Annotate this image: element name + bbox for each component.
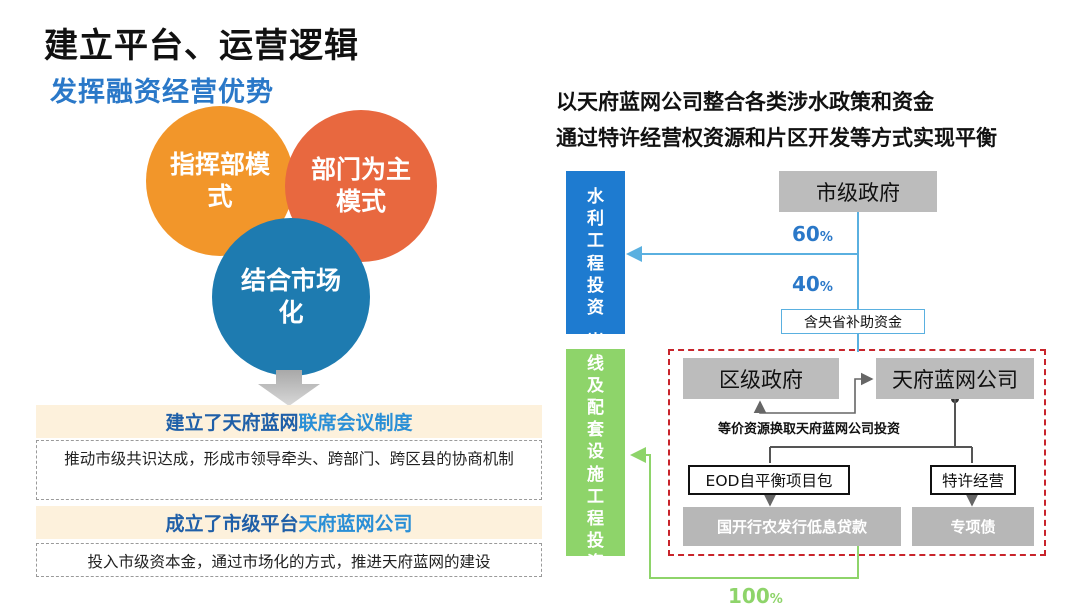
water-investment-label: 水利工程投资: [587, 187, 604, 318]
page-subtitle: 发挥融资经营优势: [50, 77, 274, 108]
pct-60-unit: %: [819, 230, 833, 245]
pct-40-label: 40%: [792, 272, 833, 296]
eod-package-box: EOD自平衡项目包: [688, 465, 850, 495]
pct-40-value: 40: [792, 272, 820, 296]
water-investment-box: 水利工程投资: [566, 171, 625, 334]
district-government-box: 区级政府: [683, 358, 839, 399]
banner1-part-b: 联席会议制度: [298, 412, 413, 434]
pct-100-label: 100%: [728, 584, 783, 608]
shore-investment-box: 岸线及配套设施工程投资: [566, 332, 625, 573]
special-bond-box: 专项债: [912, 507, 1034, 546]
pct-60-value: 60: [792, 222, 820, 246]
circle-department-mode-label: 部门为主模式: [310, 154, 411, 217]
circle-market-mode-label: 结合市场化: [240, 265, 341, 328]
banner2-part-a: 成立了市级平台: [165, 513, 299, 535]
franchise-box: 特许经营: [930, 465, 1016, 495]
circle-command-mode: 指挥部模式: [146, 106, 294, 256]
pct-100-unit: %: [769, 592, 783, 607]
circle-market-mode: 结合市场化: [212, 218, 370, 376]
banner2-part-b: 天府蓝网公司: [298, 513, 413, 535]
banner1-part-a: 建立了天府蓝网: [165, 412, 299, 434]
page-title: 建立平台、运营逻辑: [44, 26, 359, 66]
pct-40-unit: %: [819, 280, 833, 295]
joint-meeting-banner: 建立了天府蓝网 联席会议制度: [36, 405, 542, 438]
company-scope-frame: [668, 349, 1046, 556]
pct-100-value: 100: [728, 584, 770, 608]
city-platform-banner: 成立了市级平台 天府蓝网公司: [36, 506, 542, 539]
shore-investment-label: 岸线及配套设施工程投资: [587, 331, 604, 573]
right-heading-2: 通过特许经营权资源和片区开发等方式实现平衡: [556, 126, 997, 150]
down-arrow-icon: [258, 370, 320, 406]
exchange-label: 等价资源换取天府蓝网公司投资: [718, 422, 901, 437]
subsidy-box: 含央省补助资金: [781, 309, 925, 334]
tianfu-company-box: 天府蓝网公司: [876, 358, 1034, 399]
city-platform-note: 投入市级资本金，通过市场化的方式，推进天府蓝网的建设: [36, 543, 542, 577]
pct-60-label: 60%: [792, 222, 833, 246]
low-interest-loan-box: 国开行农发行低息贷款: [683, 507, 901, 546]
city-government-box: 市级政府: [779, 171, 937, 212]
right-heading-1: 以天府蓝网公司整合各类涉水政策和资金: [556, 90, 934, 114]
circle-command-mode-label: 指挥部模式: [169, 149, 270, 212]
joint-meeting-note: 推动市级共识达成，形成市领导牵头、跨部门、跨区县的协商机制: [36, 440, 542, 500]
